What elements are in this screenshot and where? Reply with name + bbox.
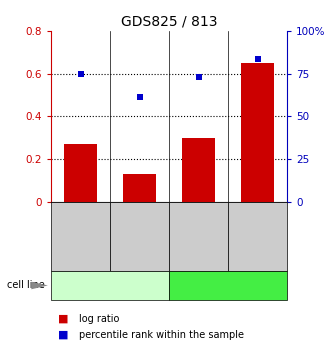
Text: MDA-MB-436: MDA-MB-436 bbox=[79, 280, 142, 290]
Text: GSM21254: GSM21254 bbox=[76, 212, 85, 261]
Text: cell line: cell line bbox=[7, 280, 44, 290]
Bar bbox=[182, 138, 215, 202]
Bar bbox=[123, 174, 156, 202]
Text: percentile rank within the sample: percentile rank within the sample bbox=[79, 330, 244, 339]
Text: ■: ■ bbox=[58, 330, 68, 339]
Text: HCC 1954: HCC 1954 bbox=[204, 280, 252, 290]
Bar bbox=[64, 144, 97, 202]
Title: GDS825 / 813: GDS825 / 813 bbox=[121, 14, 217, 29]
Text: GSM21256: GSM21256 bbox=[194, 212, 203, 261]
Bar bbox=[241, 63, 274, 202]
Text: ■: ■ bbox=[58, 314, 68, 324]
Text: GSM21257: GSM21257 bbox=[253, 212, 262, 261]
Text: log ratio: log ratio bbox=[79, 314, 119, 324]
Text: GSM21255: GSM21255 bbox=[135, 212, 144, 261]
